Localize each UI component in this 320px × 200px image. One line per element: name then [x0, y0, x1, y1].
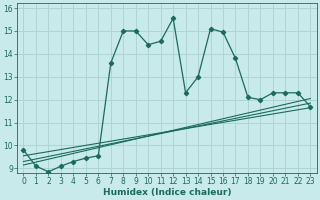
X-axis label: Humidex (Indice chaleur): Humidex (Indice chaleur)	[103, 188, 231, 197]
